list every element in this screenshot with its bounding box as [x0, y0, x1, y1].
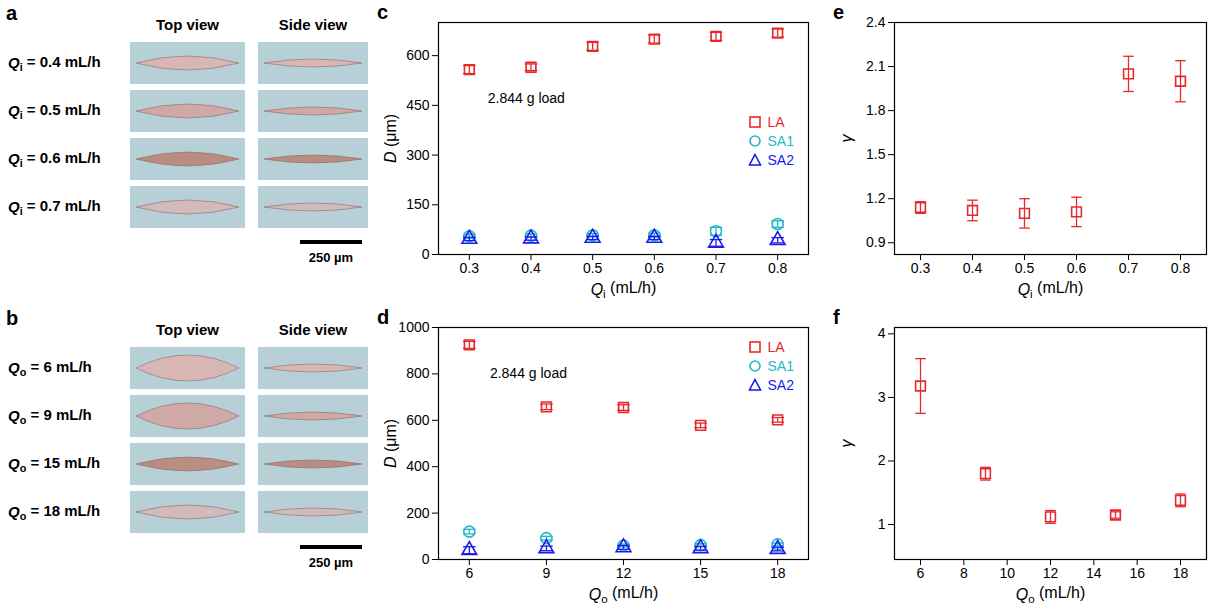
svg-text:0: 0 [422, 246, 430, 262]
html-text:e: e [833, 1, 845, 23]
svg-text:1000: 1000 [398, 319, 429, 335]
svg-text:Qo = 18 mL/h: Qo = 18 mL/h [8, 502, 100, 523]
svg-text:γ: γ [838, 439, 855, 448]
svg-text:0.7: 0.7 [1119, 260, 1139, 276]
svg-text:0.5: 0.5 [583, 260, 603, 276]
svg-text:0.3: 0.3 [911, 260, 931, 276]
svg-text:9: 9 [543, 565, 551, 581]
html-text:LA: LA [767, 338, 785, 355]
svg-text:10: 10 [999, 565, 1015, 581]
svg-text:0.7: 0.7 [706, 260, 726, 276]
svg-text:0.4: 0.4 [963, 260, 983, 276]
svg-text:Side view: Side view [279, 321, 348, 338]
html-text:SA2: SA2 [767, 151, 794, 168]
svg-text:16: 16 [1129, 565, 1145, 581]
svg-text:γ: γ [838, 134, 855, 143]
svg-text:400: 400 [406, 458, 430, 474]
svg-text:D (μm): D (μm) [382, 419, 399, 468]
svg-text:0.8: 0.8 [1171, 260, 1191, 276]
html-text:f: f [833, 306, 840, 328]
svg-text:12: 12 [616, 565, 632, 581]
svg-text:18: 18 [1173, 565, 1189, 581]
svg-text:0: 0 [422, 551, 430, 567]
svg-text:14: 14 [1086, 565, 1102, 581]
svg-text:0.8: 0.8 [768, 260, 788, 276]
svg-text:12: 12 [1043, 565, 1059, 581]
svg-text:Qi = 0.5 mL/h: Qi = 0.5 mL/h [8, 101, 101, 122]
svg-text:0.9: 0.9 [866, 234, 886, 250]
svg-text:a: a [6, 2, 18, 24]
html-text:LA: LA [767, 113, 785, 130]
svg-text:3: 3 [878, 389, 886, 405]
svg-text:Top view: Top view [156, 321, 219, 338]
svg-text:Qo = 6 mL/h: Qo = 6 mL/h [8, 358, 92, 379]
svg-text:2.1: 2.1 [866, 58, 886, 74]
svg-text:Top view: Top view [156, 16, 219, 33]
svg-text:1.5: 1.5 [866, 146, 886, 162]
svg-text:4: 4 [878, 325, 886, 341]
svg-text:Qi (mL/h): Qi (mL/h) [591, 279, 657, 300]
svg-text:Qi = 0.4 mL/h: Qi = 0.4 mL/h [8, 53, 101, 74]
svg-text:2.844 g load: 2.844 g load [488, 90, 565, 106]
svg-text:6: 6 [917, 565, 925, 581]
html-text:SA1: SA1 [767, 357, 794, 374]
html-text:d: d [377, 306, 390, 328]
svg-text:Qo (mL/h): Qo (mL/h) [1016, 584, 1086, 605]
svg-text:Qo = 9 mL/h: Qo = 9 mL/h [8, 406, 92, 427]
svg-text:0.6: 0.6 [1067, 260, 1087, 276]
html-text:SA1: SA1 [767, 132, 794, 149]
svg-text:6: 6 [465, 565, 473, 581]
svg-text:450: 450 [406, 97, 430, 113]
svg-text:0.3: 0.3 [460, 260, 480, 276]
svg-text:8: 8 [960, 565, 968, 581]
svg-text:2: 2 [878, 452, 886, 468]
svg-text:Qi (mL/h): Qi (mL/h) [1018, 279, 1084, 300]
svg-text:D (μm): D (μm) [382, 114, 399, 163]
svg-text:Qo = 15 mL/h: Qo = 15 mL/h [8, 454, 100, 475]
svg-text:150: 150 [406, 196, 430, 212]
svg-text:800: 800 [406, 365, 430, 381]
svg-text:300: 300 [406, 147, 430, 163]
svg-text:1: 1 [878, 516, 886, 532]
svg-text:0.4: 0.4 [521, 260, 541, 276]
svg-text:0.6: 0.6 [645, 260, 665, 276]
svg-text:18: 18 [770, 565, 786, 581]
svg-text:Qi = 0.6 mL/h: Qi = 0.6 mL/h [8, 149, 101, 170]
svg-text:1.8: 1.8 [866, 102, 886, 118]
svg-text:b: b [6, 307, 18, 329]
svg-text:Qi = 0.7 mL/h: Qi = 0.7 mL/h [8, 197, 101, 218]
svg-text:200: 200 [406, 505, 430, 521]
html-text:c: c [377, 1, 389, 23]
svg-text:2.844 g load: 2.844 g load [490, 365, 567, 381]
html-text:SA2: SA2 [767, 376, 794, 393]
svg-text:15: 15 [693, 565, 709, 581]
svg-text:2.4: 2.4 [866, 14, 886, 30]
svg-text:600: 600 [406, 47, 430, 63]
svg-text:250 µm: 250 µm [309, 250, 353, 265]
svg-text:600: 600 [406, 412, 430, 428]
svg-text:Qo (mL/h): Qo (mL/h) [589, 584, 659, 605]
svg-text:0.5: 0.5 [1015, 260, 1035, 276]
svg-text:1.2: 1.2 [866, 190, 886, 206]
svg-text:250 µm: 250 µm [309, 555, 353, 570]
svg-text:Side view: Side view [279, 16, 348, 33]
